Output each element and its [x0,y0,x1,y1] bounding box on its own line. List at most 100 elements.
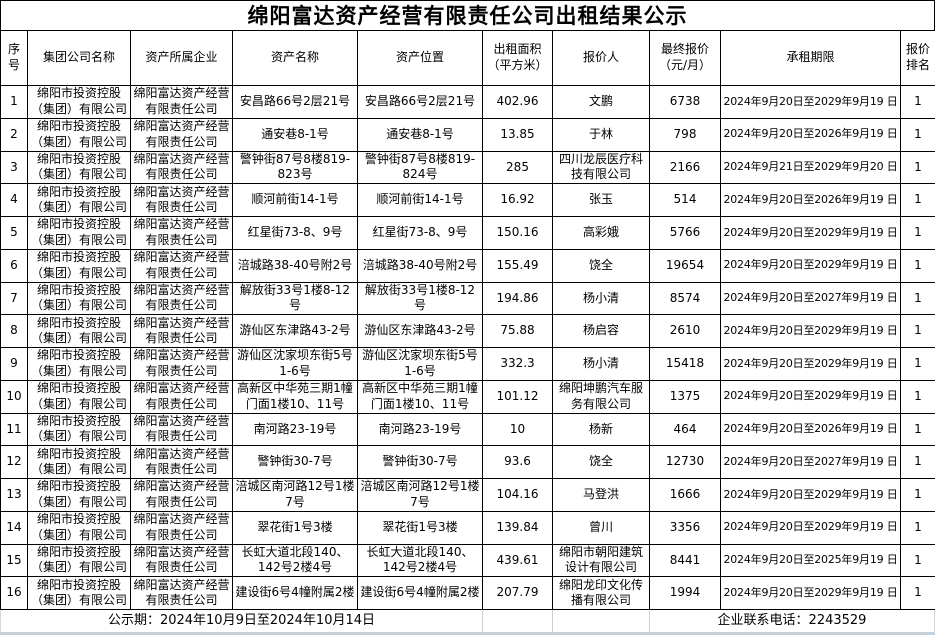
table-cell: 1 [900,281,935,316]
column-header-asset-location: 资产位置 [357,30,483,86]
table-cell: 马登洪 [552,478,650,512]
table-cell: 绵阳市投资控股（集团）有限公司 [27,216,131,250]
table-cell: 南河路23-19号 [357,412,483,447]
table-cell: 798 [649,117,721,152]
table-cell: 155.49 [482,248,553,283]
footer-empty-cell-2 [552,610,649,632]
page-title: 绵阳富达资产经营有限责任公司出租结果公示 [0,0,935,30]
table-row: 7 绵阳市投资控股（集团）有限公司 绵阳富达资产经营有限责任公司 解放街33号1楼8-… [0,281,935,316]
table-cell: 194.86 [482,281,553,316]
table-cell: 2024年9月20日至2029年9月19 日 [720,347,901,381]
header-row: 序 号 集团公司名称 资产所属企业 资产名称 资产位置 出租面积 （平方米） 报… [0,30,935,86]
table-cell: 332.3 [482,347,553,381]
table-cell: 1 [900,445,935,479]
table-cell: 顺河前街14-1号 [357,183,483,217]
table-cell: 建设街6号4幢附属2楼 [232,576,358,610]
table-cell: 绵阳富达资产经营有限责任公司 [130,150,233,185]
table-cell: 13 [0,478,28,512]
table-cell: 1375 [649,379,721,414]
table-cell: 绵阳富达资产经营有限责任公司 [130,445,233,479]
table-cell: 5766 [649,216,721,250]
table-cell: 警钟街30-7号 [232,445,358,479]
table-row: 13 绵阳市投资控股（集团）有限公司 绵阳富达资产经营有限责任公司 涪城区南河路12号… [0,478,935,512]
table-cell: 绵阳富达资产经营有限责任公司 [130,510,233,545]
table-cell: 1 [900,85,935,119]
table-cell: 游仙区东津路43-2号 [232,314,358,348]
table-cell: 2024年9月20日至2025年9月19 日 [720,543,901,578]
contact-phone: 企业联系电话：2243529 [649,610,935,632]
table-cell: 高彩娥 [552,216,650,250]
table-cell: 439.61 [482,543,553,578]
table-cell: 1 [900,576,935,610]
table-cell: 2024年9月20日至2029年9月19 日 [720,85,901,119]
table-cell: 游仙区沈家坝东街5号1-6号 [232,347,358,381]
table-cell: 杨小清 [552,347,650,381]
footer-row: 公示期：2024年10月9日至2024年10月14日 企业联系电话：224352… [0,610,935,635]
table-cell: 绵阳市朝阳建筑设计有限公司 [552,543,650,578]
table-cell: 绵阳市投资控股（集团）有限公司 [27,543,131,578]
table-cell: 139.84 [482,510,553,545]
table-cell: 警钟街87号8楼819-823号 [232,150,358,185]
table-cell: 红星街73-8、9号 [357,216,483,250]
table-cell: 402.96 [482,85,553,119]
column-header-rank: 报价 排名 [900,30,935,86]
table-cell: 绵阳富达资产经营有限责任公司 [130,117,233,152]
table-cell: 6 [0,248,28,283]
column-header-enterprise: 资产所属企业 [130,30,233,86]
table-cell: 3 [0,150,28,185]
table-cell: 16.92 [482,183,553,217]
table-cell: 2024年9月20日至2026年9月19 日 [720,117,901,152]
table-cell: 绵阳富达资产经营有限责任公司 [130,576,233,610]
footer-empty-cell-1 [482,610,552,632]
table-cell: 绵阳富达资产经营有限责任公司 [130,412,233,447]
table-cell: 绵阳市投资控股（集团）有限公司 [27,281,131,316]
table-cell: 10 [0,379,28,414]
table-cell: 绵阳市投资控股（集团）有限公司 [27,183,131,217]
table-cell: 警钟街87号8楼819-824号 [357,150,483,185]
table-cell: 8574 [649,281,721,316]
table-cell: 75.88 [482,314,553,348]
table-cell: 1 [900,347,935,381]
table-cell: 8441 [649,543,721,578]
table-cell: 4 [0,183,28,217]
table-cell: 12730 [649,445,721,479]
table-cell: 2024年9月20日至2026年9月19 日 [720,412,901,447]
table-cell: 1 [900,510,935,545]
table-row: 5 绵阳市投资控股（集团）有限公司 绵阳富达资产经营有限责任公司 红星街73-8、9号… [0,216,935,250]
table-cell: 涪城路38-40号附2号 [357,248,483,283]
table-cell: 安昌路66号2层21号 [357,85,483,119]
table-cell: 绵阳富达资产经营有限责任公司 [130,216,233,250]
table-cell: 19654 [649,248,721,283]
table-cell: 翠花街1号3楼 [357,510,483,545]
table-cell: 2024年9月20日至2029年9月19 日 [720,248,901,283]
table-cell: 涪城区南河路12号1楼7号 [232,478,358,512]
table-cell: 顺河前街14-1号 [232,183,358,217]
table-cell: 解放街33号1楼8-12号 [232,281,358,316]
table-cell: 安昌路66号2层21号 [232,85,358,119]
table-cell: 1 [900,543,935,578]
table-row: 10 绵阳市投资控股（集团）有限公司 绵阳富达资产经营有限责任公司 高新区中华苑三期1… [0,379,935,414]
table-row: 15 绵阳市投资控股（集团）有限公司 绵阳富达资产经营有限责任公司 长虹大道北段140… [0,543,935,578]
table-cell: 绵阳市投资控股（集团）有限公司 [27,347,131,381]
table-cell: 张玉 [552,183,650,217]
table-cell: 绵阳市投资控股（集团）有限公司 [27,510,131,545]
table-cell: 绵阳市投资控股（集团）有限公司 [27,379,131,414]
table-cell: 1 [900,478,935,512]
column-header-asset-name: 资产名称 [232,30,358,86]
table-cell: 建设街6号4幢附属2楼 [357,576,483,610]
table-cell: 104.16 [482,478,553,512]
table-cell: 1 [0,85,28,119]
table-cell: 11 [0,412,28,447]
table-cell: 1 [900,117,935,152]
table-cell: 5 [0,216,28,250]
table-cell: 绵阳市投资控股（集团）有限公司 [27,478,131,512]
table-cell: 1 [900,379,935,414]
table-row: 14 绵阳市投资控股（集团）有限公司 绵阳富达资产经营有限责任公司 翠花街1号3楼 翠花… [0,510,935,545]
table-cell: 通安巷8-1号 [357,117,483,152]
publicity-period: 公示期：2024年10月9日至2024年10月14日 [0,610,482,632]
table-cell: 绵阳富达资产经营有限责任公司 [130,248,233,283]
table-cell: 2610 [649,314,721,348]
table-cell: 7 [0,281,28,316]
table-cell: 16 [0,576,28,610]
column-header-bidder: 报价人 [552,30,650,86]
